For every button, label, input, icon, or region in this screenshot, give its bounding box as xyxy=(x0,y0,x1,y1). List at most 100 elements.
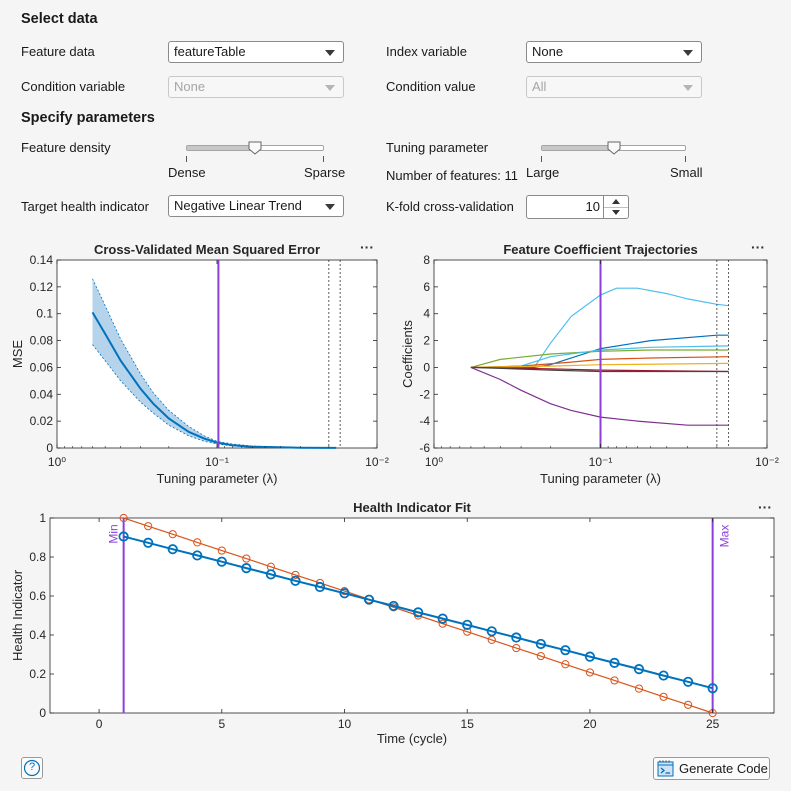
x-tick-label: 10⁰ xyxy=(48,455,66,469)
y-tick-label: 0 xyxy=(423,360,430,374)
fit-point xyxy=(486,626,497,637)
axes-menu-button[interactable]: ··· xyxy=(360,239,374,255)
slider-tick xyxy=(323,156,324,162)
fit-point xyxy=(290,575,301,586)
coefficients-chart-title: Feature Coefficient Trajectories xyxy=(503,242,697,257)
x-tick-label: 10⁻² xyxy=(365,455,389,469)
coefficient-trajectory xyxy=(470,362,729,368)
y-tick-label: -2 xyxy=(419,387,430,401)
x-tick-label: 10⁻¹ xyxy=(205,455,229,469)
coefficient-trajectory xyxy=(470,366,729,426)
y-tick-label: 0.1 xyxy=(36,307,53,321)
mse-y-axis-label: MSE xyxy=(10,340,25,369)
y-tick-label: 2 xyxy=(423,334,430,348)
health-indicator-x-axis-label: Time (cycle) xyxy=(377,731,447,746)
y-tick-label: 1 xyxy=(39,511,46,525)
fit-point xyxy=(633,664,645,675)
condition-variable-dropdown[interactable]: None xyxy=(168,76,344,98)
axes-menu-button[interactable]: ··· xyxy=(758,499,772,515)
fit-point xyxy=(609,657,620,668)
target-point xyxy=(585,668,595,677)
fit-point xyxy=(265,569,276,580)
fit-point xyxy=(535,638,546,650)
y-tick-label: 4 xyxy=(423,307,430,321)
max-label: Max xyxy=(718,525,732,548)
help-glyph: ? xyxy=(28,761,36,773)
x-tick-label: 20 xyxy=(583,717,597,731)
condition-value-value: All xyxy=(532,79,547,94)
tuning-parameter-thumb[interactable] xyxy=(607,141,621,155)
chevron-down-icon xyxy=(683,50,693,56)
feature-data-value: featureTable xyxy=(174,44,246,59)
target-point xyxy=(291,570,300,580)
y-tick-label: 0.14 xyxy=(30,253,54,267)
spinner-down-button[interactable] xyxy=(603,207,628,218)
chevron-down-icon xyxy=(325,204,335,210)
target-point xyxy=(659,692,668,701)
density-min-label: Dense xyxy=(168,165,206,180)
coefficients-x-axis-label: Tuning parameter (λ) xyxy=(540,471,661,486)
target-health-indicator-value: Negative Linear Trend xyxy=(174,198,302,213)
fit-point xyxy=(167,544,178,555)
mse-upper-bound xyxy=(92,278,337,449)
slider-tick xyxy=(541,156,542,162)
target-health-indicator-label: Target health indicator xyxy=(21,199,149,214)
arrow-down-icon xyxy=(612,210,620,215)
help-icon xyxy=(23,759,41,777)
chevron-down-icon xyxy=(683,85,693,91)
kfold-spinner[interactable]: 10 xyxy=(526,195,629,219)
x-tick-label: 10 xyxy=(338,717,352,731)
fit-point xyxy=(683,676,694,687)
slider-tick xyxy=(685,156,686,162)
coefficient-trajectory xyxy=(470,366,729,373)
density-max-label: Sparse xyxy=(304,165,346,180)
fit-point xyxy=(707,683,718,694)
target-point xyxy=(438,619,447,628)
tuning-parameter-label: Tuning parameter xyxy=(386,140,489,155)
fit-point xyxy=(462,619,473,630)
target-health-indicator-dropdown[interactable]: Negative Linear Trend xyxy=(168,195,344,217)
y-tick-label: -6 xyxy=(419,441,430,455)
fit-point xyxy=(560,645,571,656)
y-tick-label: 6 xyxy=(423,280,430,294)
index-variable-value: None xyxy=(532,44,564,59)
target-point xyxy=(610,676,619,685)
spinner-up-button[interactable] xyxy=(603,196,628,208)
target-point xyxy=(634,684,644,693)
y-tick-label: 8 xyxy=(423,253,430,267)
mse-x-axis-label: Tuning parameter (λ) xyxy=(157,471,278,486)
feature-density-thumb[interactable] xyxy=(248,141,262,155)
target-point xyxy=(561,660,570,669)
target-point xyxy=(512,643,521,653)
y-tick-label: 0 xyxy=(39,706,46,720)
x-tick-label: 25 xyxy=(706,717,720,731)
feature-data-label: Feature data xyxy=(21,44,95,59)
number-of-features: Number of features: 11 xyxy=(386,168,518,183)
condition-variable-label: Condition variable xyxy=(21,79,126,94)
coefficients-y-axis-label: Coefficients xyxy=(400,320,415,388)
feature-data-dropdown[interactable]: featureTable xyxy=(168,41,344,63)
specify-parameters-title: Specify parameters xyxy=(21,110,155,126)
tuning-max-label: Small xyxy=(670,165,703,180)
index-variable-dropdown[interactable]: None xyxy=(526,41,702,63)
target-line xyxy=(123,517,713,714)
help-button[interactable]: ? xyxy=(21,757,43,779)
feature-density-fill xyxy=(187,146,255,150)
target-point xyxy=(242,554,251,563)
axes-menu-button[interactable]: ··· xyxy=(751,239,765,255)
y-tick-label: 0.02 xyxy=(30,414,54,428)
target-point xyxy=(144,522,153,531)
min-label: Min xyxy=(107,524,121,543)
condition-value-dropdown[interactable]: All xyxy=(526,76,702,98)
generate-code-button[interactable]: Generate Code xyxy=(653,757,770,780)
health-indicator-y-axis-label: Health Indicator xyxy=(10,569,25,661)
y-tick-label: 0.12 xyxy=(30,280,54,294)
fit-line xyxy=(123,535,713,690)
y-tick-label: 0.4 xyxy=(29,628,46,642)
fit-point xyxy=(216,556,227,567)
target-point xyxy=(217,546,226,555)
generate-code-label: Generate Code xyxy=(679,761,768,776)
target-point xyxy=(193,538,202,547)
fit-point xyxy=(363,594,375,605)
